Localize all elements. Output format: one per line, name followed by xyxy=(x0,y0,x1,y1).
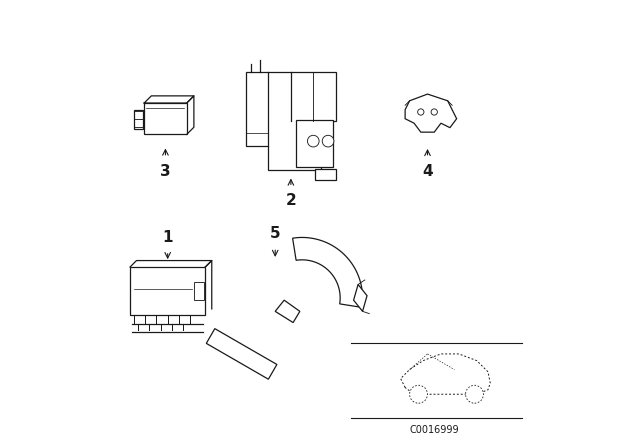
FancyBboxPatch shape xyxy=(296,120,333,167)
Polygon shape xyxy=(292,237,362,307)
FancyBboxPatch shape xyxy=(194,282,204,300)
Polygon shape xyxy=(275,300,300,323)
Text: 5: 5 xyxy=(270,227,280,241)
Text: C0016999: C0016999 xyxy=(410,425,459,435)
FancyBboxPatch shape xyxy=(134,110,143,129)
Polygon shape xyxy=(246,72,336,170)
Circle shape xyxy=(323,135,334,147)
Circle shape xyxy=(410,385,428,403)
Polygon shape xyxy=(405,94,457,132)
Text: 2: 2 xyxy=(285,193,296,208)
FancyBboxPatch shape xyxy=(316,169,335,180)
FancyBboxPatch shape xyxy=(130,267,205,315)
Polygon shape xyxy=(206,329,277,379)
FancyBboxPatch shape xyxy=(144,103,187,134)
Circle shape xyxy=(307,135,319,147)
Text: 4: 4 xyxy=(422,164,433,178)
Circle shape xyxy=(431,109,437,115)
Polygon shape xyxy=(401,354,490,394)
Polygon shape xyxy=(353,284,367,311)
Text: 3: 3 xyxy=(160,164,171,178)
Text: 1: 1 xyxy=(163,230,173,245)
Circle shape xyxy=(466,385,484,403)
Circle shape xyxy=(418,109,424,115)
